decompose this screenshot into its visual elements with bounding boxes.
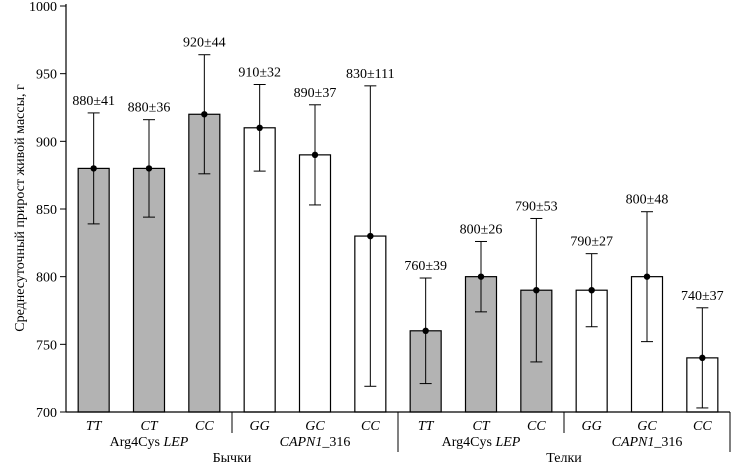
y-axis: 700 750 800 850 900 950 1000: [29, 0, 67, 421]
data-label: 800±48: [626, 193, 669, 208]
mean-point: [201, 111, 208, 118]
y-tick-label: 700: [36, 406, 57, 421]
x-tick-label: GG: [250, 419, 270, 434]
marker-gene: LEP: [494, 435, 520, 450]
y-tick-label: 1000: [29, 0, 57, 15]
y-tick-label: 900: [36, 135, 57, 150]
marker-group-label: Arg4Cys LEP: [442, 435, 521, 450]
mean-point: [643, 273, 651, 280]
x-tick-label: CC: [195, 419, 214, 434]
y-axis-label: Среднесуточный прирост живой массы, г: [13, 84, 28, 332]
mean-point: [533, 287, 540, 294]
x-tick-label: CT: [140, 419, 158, 434]
x-tick-label: CC: [693, 419, 712, 434]
marker-group-label: CAPN1_316: [280, 435, 351, 450]
marker-suffix: _316: [653, 435, 682, 450]
data-label: 790±27: [570, 235, 613, 250]
x-tick-label: GC: [305, 419, 325, 434]
y-tick-label: 750: [36, 338, 57, 353]
marker-prefix: Arg4Cys: [110, 435, 164, 450]
mean-point: [477, 273, 485, 280]
mean-point: [588, 287, 595, 294]
x-tick-label: GG: [582, 419, 602, 434]
marker-prefix: Arg4Cys: [442, 435, 496, 450]
y-tick-label: 950: [36, 68, 57, 83]
x-tick-label: CC: [527, 419, 546, 434]
sex-group-label: Телки: [546, 451, 582, 466]
bars: [77, 113, 719, 413]
mean-point: [367, 232, 374, 240]
error-bars: [87, 54, 709, 409]
mean-point: [311, 151, 319, 159]
mean-point: [256, 124, 263, 131]
mean-point: [699, 354, 706, 362]
data-label: 830±111: [346, 67, 395, 82]
x-tick-label: GC: [637, 419, 657, 434]
data-label: 790±53: [515, 199, 558, 214]
data-label: 760±39: [404, 259, 447, 274]
marker-group-label: CAPN1_316: [612, 435, 683, 450]
data-label: 890±37: [294, 86, 337, 101]
x-tick-label: TT: [418, 419, 435, 434]
mean-point: [422, 327, 429, 334]
x-tick-label: CC: [361, 419, 380, 434]
data-label: 740±37: [681, 289, 724, 304]
data-label: 880±36: [128, 101, 171, 116]
value-labels: 880±41 880±36 920±44 910±32 890±37 830±111 760…: [72, 36, 723, 304]
x-axis: TT CT CC GG GC CC TT CT CC GG GC CC Arg4Cys LEP CAPN1…: [66, 411, 731, 466]
x-tick-label: TT: [86, 419, 103, 434]
data-label: 910±32: [238, 65, 281, 80]
marker-group-label: Arg4Cys LEP: [110, 435, 189, 450]
marker-gene: LEP: [162, 435, 188, 450]
marker-suffix: _316: [321, 435, 350, 450]
x-tick-label: CT: [472, 419, 490, 434]
mean-point: [145, 165, 153, 172]
data-label: 880±41: [72, 94, 115, 109]
y-tick-label: 850: [36, 203, 57, 218]
y-tick-label: 800: [36, 271, 57, 286]
data-label: 920±44: [183, 36, 226, 51]
marker-gene: CAPN1: [612, 435, 655, 450]
sex-group-label: Бычки: [213, 451, 252, 466]
mean-point: [90, 165, 97, 172]
data-label: 800±26: [460, 222, 503, 237]
marker-gene: CAPN1: [280, 435, 323, 450]
